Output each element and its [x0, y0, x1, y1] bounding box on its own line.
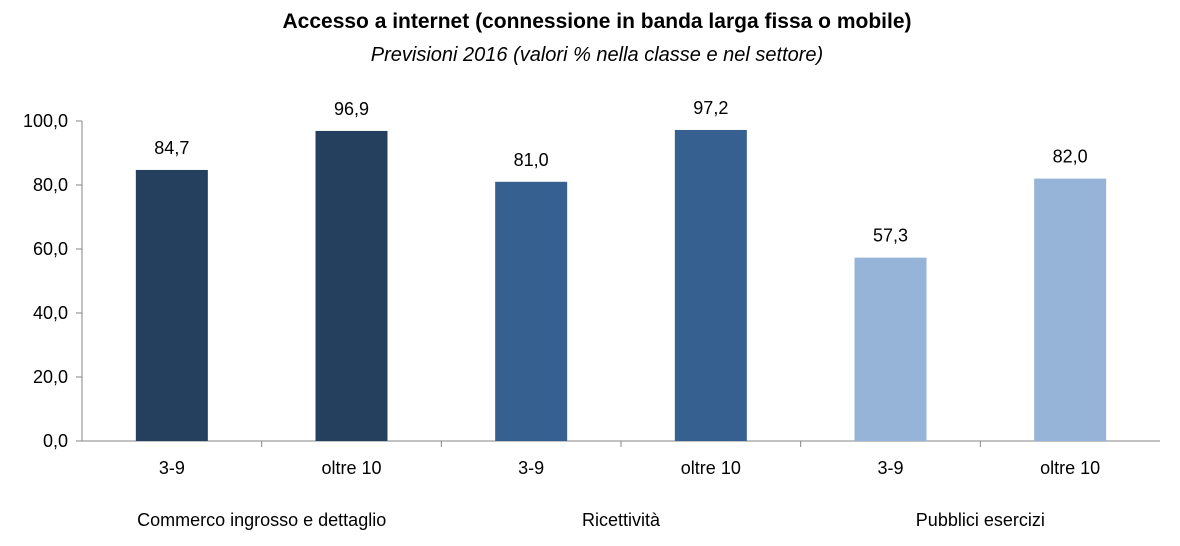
- data-label: 81,0: [514, 150, 549, 170]
- data-label: 82,0: [1053, 147, 1088, 167]
- x-tick-label: 3-9: [877, 458, 903, 478]
- bar: [135, 169, 208, 441]
- y-tick-label: 60,0: [33, 239, 68, 259]
- data-label: 57,3: [873, 226, 908, 246]
- group-label: Ricettività: [582, 510, 661, 530]
- group-label: Pubblici esercizi: [916, 510, 1045, 530]
- group-label: Commerco ingrosso e dettaglio: [137, 510, 386, 530]
- bar: [315, 130, 388, 442]
- x-tick-label: oltre 10: [1040, 458, 1100, 478]
- x-tick-label: 3-9: [518, 458, 544, 478]
- y-tick-label: 20,0: [33, 367, 68, 387]
- bar: [1034, 178, 1107, 441]
- bar: [674, 129, 747, 441]
- chart-subtitle: Previsioni 2016 (valori % nella classe e…: [370, 44, 824, 66]
- data-label: 96,9: [334, 99, 369, 119]
- y-tick-label: 0,0: [43, 431, 68, 451]
- data-label: 84,7: [154, 138, 189, 158]
- x-tick-label: 3-9: [159, 458, 185, 478]
- bar: [495, 181, 568, 442]
- bar: [854, 257, 927, 441]
- chart-title: Accesso a internet (connessione in banda…: [282, 10, 912, 33]
- y-tick-label: 80,0: [33, 175, 68, 195]
- x-tick-label: oltre 10: [321, 458, 381, 478]
- data-label: 97,2: [693, 98, 728, 118]
- y-tick-label: 100,0: [23, 111, 68, 131]
- x-tick-label: oltre 10: [681, 458, 741, 478]
- y-tick-label: 40,0: [33, 303, 68, 323]
